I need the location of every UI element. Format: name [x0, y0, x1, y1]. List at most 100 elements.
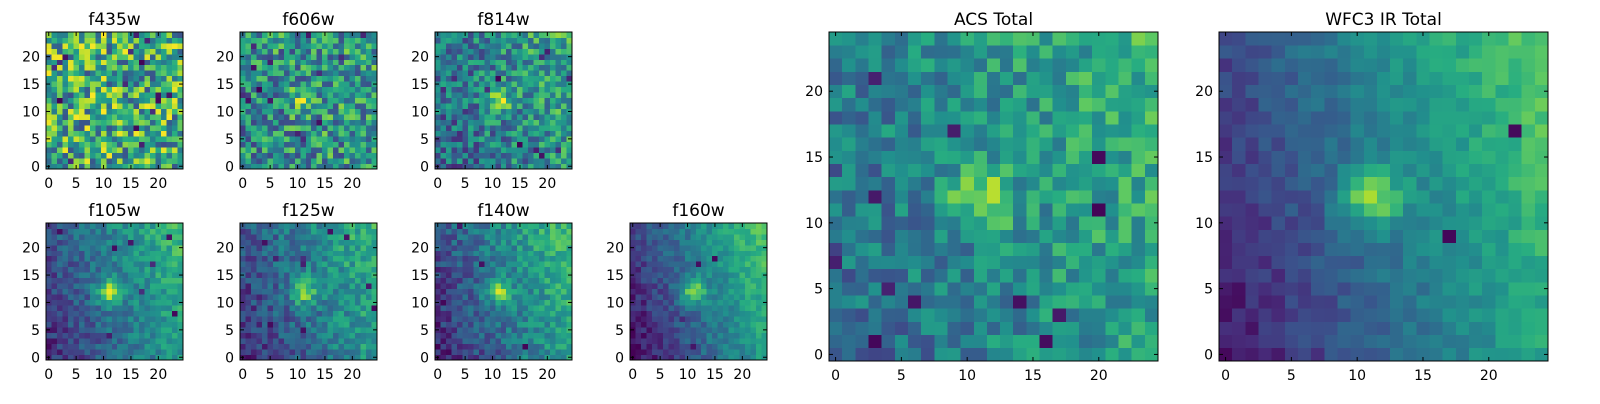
image-pixel	[156, 54, 162, 60]
image-pixel	[490, 81, 496, 87]
image-pixel	[273, 37, 279, 43]
image-pixel	[462, 37, 468, 43]
image-pixel	[451, 239, 457, 245]
image-pixel	[550, 92, 556, 98]
image-pixel	[696, 261, 702, 267]
image-pixel	[495, 136, 501, 142]
image-pixel	[740, 250, 746, 256]
image-pixel	[495, 43, 501, 49]
image-pixel	[172, 87, 178, 93]
image-pixel	[317, 158, 323, 164]
image-pixel	[641, 349, 647, 355]
image-pixel	[106, 70, 112, 76]
image-pixel	[457, 294, 463, 300]
image-pixel	[534, 256, 540, 262]
image-pixel	[300, 114, 306, 120]
image-pixel	[517, 300, 523, 306]
image-pixel	[134, 70, 140, 76]
image-pixel	[251, 164, 257, 170]
image-pixel	[106, 228, 112, 234]
image-pixel	[90, 239, 96, 245]
image-pixel	[372, 142, 378, 148]
image-pixel	[534, 234, 540, 240]
image-pixel	[350, 338, 356, 344]
image-pixel	[178, 131, 184, 137]
image-pixel	[696, 333, 702, 339]
image-pixel	[440, 327, 446, 333]
image-pixel	[723, 355, 729, 361]
image-pixel	[322, 87, 328, 93]
image-pixel	[663, 311, 669, 317]
image-pixel	[550, 261, 556, 267]
image-pixel	[106, 164, 112, 170]
image-pixel	[468, 37, 474, 43]
image-pixel	[1145, 269, 1159, 283]
image-pixel	[134, 43, 140, 49]
image-pixel	[668, 322, 674, 328]
image-pixel	[150, 76, 156, 82]
image-pixel	[339, 125, 345, 131]
image-pixel	[534, 261, 540, 267]
image-pixel	[73, 338, 79, 344]
image-pixel	[523, 256, 529, 262]
image-pixel	[1013, 295, 1027, 309]
image-pixel	[1000, 295, 1014, 309]
image-pixel	[311, 59, 317, 65]
image-pixel	[46, 322, 52, 328]
image-pixel	[567, 311, 573, 317]
image-pixel	[62, 344, 68, 350]
image-pixel	[468, 283, 474, 289]
image-pixel	[512, 338, 518, 344]
image-pixel	[79, 333, 85, 339]
image-pixel	[57, 54, 63, 60]
image-pixel	[178, 120, 184, 126]
image-pixel	[539, 278, 545, 284]
image-pixel	[145, 283, 151, 289]
image-pixel	[123, 245, 129, 251]
image-pixel	[1119, 229, 1133, 243]
image-pixel	[117, 300, 123, 306]
image-pixel	[512, 289, 518, 295]
image-pixel	[172, 322, 178, 328]
image-pixel	[556, 344, 562, 350]
image-pixel	[79, 228, 85, 234]
image-pixel	[240, 349, 246, 355]
image-pixel	[123, 223, 129, 229]
image-pixel	[245, 125, 251, 131]
image-pixel	[311, 87, 317, 93]
image-pixel	[550, 349, 556, 355]
image-pixel	[333, 76, 339, 82]
image-pixel	[79, 316, 85, 322]
image-pixel	[1000, 243, 1014, 257]
image-pixel	[734, 261, 740, 267]
image-pixel	[1092, 335, 1106, 349]
image-pixel	[561, 103, 567, 109]
image-pixel	[635, 338, 641, 344]
image-pixel	[178, 142, 184, 148]
image-pixel	[517, 316, 523, 322]
image-pixel	[251, 32, 257, 38]
y-tick-label: 20	[216, 50, 234, 66]
image-pixel	[1092, 295, 1106, 309]
image-pixel	[512, 283, 518, 289]
image-pixel	[490, 92, 496, 98]
image-pixel	[306, 311, 312, 317]
image-pixel	[251, 311, 257, 317]
image-pixel	[451, 114, 457, 120]
image-pixel	[829, 322, 843, 336]
image-pixel	[344, 114, 350, 120]
image-pixel	[112, 283, 118, 289]
image-pixel	[751, 327, 757, 333]
image-pixel	[556, 98, 562, 104]
image-pixel	[652, 267, 658, 273]
image-pixel	[685, 327, 691, 333]
image-pixel	[245, 164, 251, 170]
image-pixel	[539, 59, 545, 65]
image-pixel	[73, 109, 79, 115]
image-pixel	[440, 87, 446, 93]
image-pixel	[150, 322, 156, 328]
image-pixel	[134, 245, 140, 251]
image-pixel	[79, 261, 85, 267]
image-pixel	[473, 37, 479, 43]
image-pixel	[745, 234, 751, 240]
